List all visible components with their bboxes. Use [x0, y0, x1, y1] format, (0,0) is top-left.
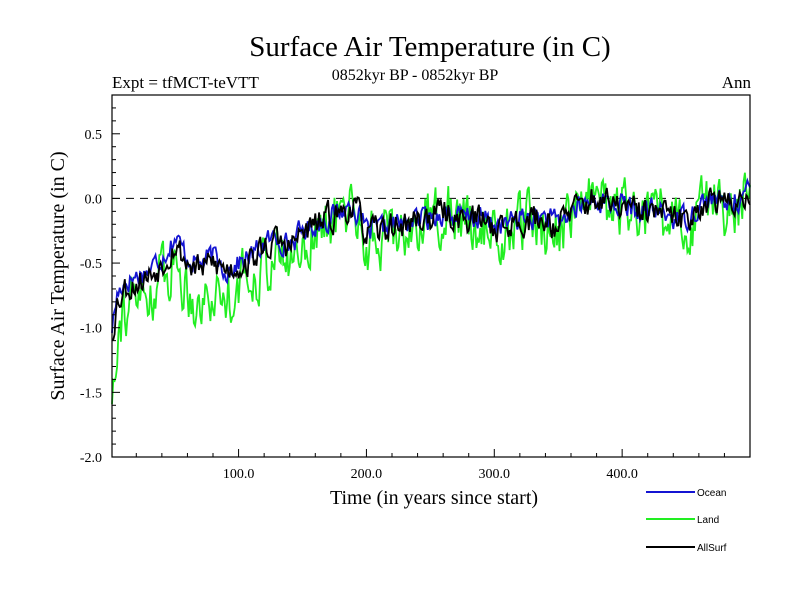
period-label: 0852kyr BP - 0852kyr BP: [332, 67, 499, 84]
season-label: Ann: [722, 73, 752, 92]
y-tick-label: -0.5: [80, 257, 102, 272]
legend-label-ocean: Ocean: [697, 488, 726, 499]
x-tick-label: 200.0: [351, 467, 383, 482]
y-tick-label: -2.0: [80, 451, 102, 466]
y-tick-label: -1.0: [80, 322, 102, 337]
plot-frame: [111, 94, 751, 458]
experiment-label: Expt = tfMCT-teVTT: [112, 73, 259, 92]
x-axis-label: Time (in years since start): [330, 487, 538, 509]
legend-label-allsurf: AllSurf: [697, 543, 727, 554]
y-axis-label: Surface Air Temperature (in C): [47, 151, 69, 400]
series-line-allsurf: [111, 187, 751, 342]
x-tick-label: 400.0: [606, 467, 638, 482]
y-tick-label: 0.5: [85, 128, 103, 143]
y-tick-label: -1.5: [80, 386, 102, 401]
x-tick-label: 300.0: [479, 467, 511, 482]
x-tick-label: 100.0: [223, 467, 255, 482]
chart-title: Surface Air Temperature (in C): [249, 31, 610, 63]
y-tick-label: 0.0: [85, 192, 103, 207]
legend-label-land: Land: [697, 515, 719, 526]
